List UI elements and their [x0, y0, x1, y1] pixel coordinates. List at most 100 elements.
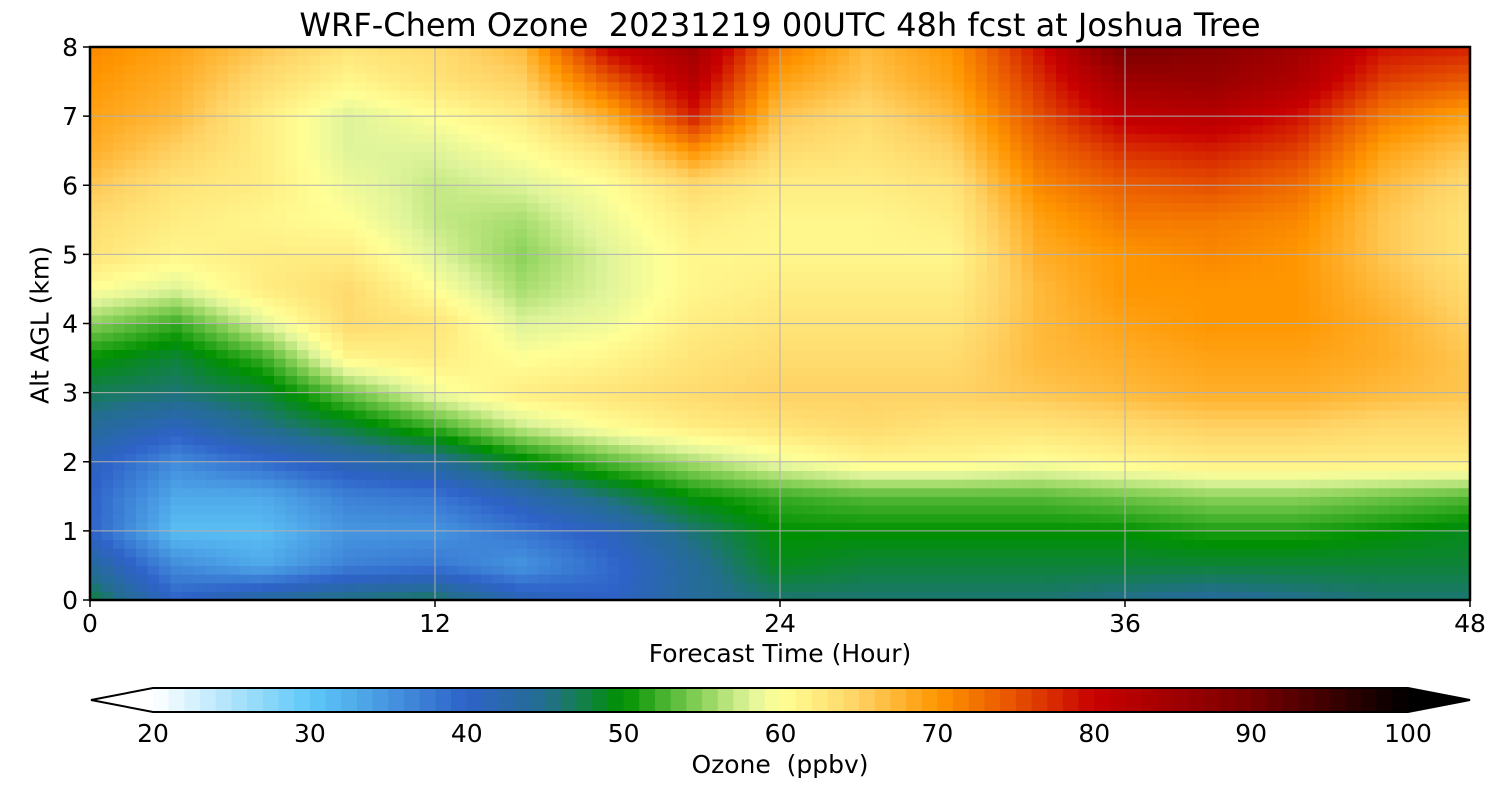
heatmap-cell — [584, 323, 597, 333]
heatmap-cell — [515, 116, 528, 126]
heatmap-cell — [262, 193, 275, 204]
heatmap-cell — [619, 539, 632, 549]
heatmap-cell — [331, 167, 344, 178]
heatmap-cell — [757, 167, 770, 178]
heatmap-cell — [837, 504, 850, 515]
heatmap-cell — [975, 358, 988, 368]
heatmap-cell — [872, 418, 885, 428]
heatmap-cell — [435, 487, 448, 497]
heatmap-cell — [458, 167, 471, 178]
heatmap-cell — [757, 280, 770, 290]
heatmap-cell — [274, 297, 287, 307]
heatmap-cell — [803, 418, 816, 428]
heatmap-cell — [883, 263, 896, 273]
heatmap-cell — [860, 522, 873, 532]
heatmap-cell — [906, 107, 919, 117]
heatmap-cell — [435, 167, 448, 178]
heatmap-cell — [711, 479, 724, 489]
heatmap-cell — [561, 142, 574, 152]
heatmap-cell — [780, 522, 793, 532]
heatmap-cell — [366, 81, 379, 91]
heatmap-cell — [734, 124, 747, 135]
heatmap-cell — [676, 280, 689, 290]
heatmap-cell — [113, 418, 126, 428]
heatmap-cell — [170, 254, 183, 264]
heatmap-cell — [550, 340, 563, 351]
heatmap-cell — [515, 254, 528, 264]
heatmap-cell — [400, 72, 413, 83]
heatmap-cell — [642, 306, 655, 316]
heatmap-cell — [895, 81, 908, 91]
heatmap-cell — [941, 427, 954, 437]
heatmap-cell — [642, 142, 655, 152]
heatmap-cell — [170, 591, 183, 601]
heatmap-cell — [653, 522, 666, 532]
heatmap-cell — [124, 237, 137, 247]
heatmap-cell — [285, 358, 298, 368]
heatmap-cell — [423, 185, 436, 195]
heatmap-cell — [975, 565, 988, 575]
heatmap-cell — [665, 392, 678, 402]
heatmap-cell — [768, 98, 781, 109]
heatmap-cell — [228, 159, 241, 169]
heatmap-cell — [377, 582, 390, 592]
heatmap-cell — [101, 167, 114, 178]
heatmap-cell — [688, 409, 701, 420]
heatmap-cell — [872, 349, 885, 359]
heatmap-cell — [826, 340, 839, 351]
heatmap-cell — [262, 487, 275, 497]
heatmap-cell — [469, 375, 482, 385]
heatmap-cell — [688, 64, 701, 74]
heatmap-cell — [320, 479, 333, 489]
heatmap-cell — [159, 81, 172, 91]
heatmap-cell — [251, 332, 264, 342]
heatmap-cell — [458, 142, 471, 152]
heatmap-cell — [182, 193, 195, 204]
heatmap-cell — [423, 133, 436, 143]
heatmap-cell — [504, 133, 517, 143]
heatmap-cell — [665, 107, 678, 117]
heatmap-cell — [308, 297, 321, 307]
heatmap-cell — [860, 81, 873, 91]
heatmap-cell — [205, 556, 218, 567]
heatmap-cell — [722, 401, 735, 411]
heatmap-cell — [251, 185, 264, 195]
heatmap-cell — [527, 47, 540, 57]
heatmap-cell — [366, 418, 379, 428]
heatmap-cell — [423, 64, 436, 74]
heatmap-cell — [653, 565, 666, 575]
heatmap-cell — [182, 323, 195, 333]
heatmap-cell — [826, 574, 839, 584]
heatmap-cell — [274, 349, 287, 359]
heatmap-cell — [538, 271, 551, 281]
heatmap-cell — [872, 159, 885, 169]
heatmap-cell — [895, 427, 908, 437]
heatmap-cell — [952, 539, 965, 549]
heatmap-cell — [964, 513, 977, 523]
heatmap-cell — [906, 383, 919, 394]
heatmap-cell — [826, 453, 839, 463]
heatmap-cell — [285, 479, 298, 489]
heatmap-cell — [803, 116, 816, 126]
heatmap-cell — [147, 323, 160, 333]
heatmap-cell — [573, 237, 586, 247]
heatmap-cell — [343, 591, 356, 601]
heatmap-cell — [757, 219, 770, 230]
heatmap-cell — [504, 124, 517, 135]
heatmap-cell — [515, 159, 528, 169]
heatmap-cell — [159, 444, 172, 454]
heatmap-cell — [469, 383, 482, 394]
heatmap-cell — [527, 582, 540, 592]
heatmap-cell — [343, 366, 356, 376]
heatmap-cell — [366, 306, 379, 316]
heatmap-cell — [481, 47, 494, 57]
heatmap-cell — [768, 228, 781, 238]
heatmap-cell — [918, 306, 931, 316]
heatmap-cell — [136, 72, 149, 83]
heatmap-cell — [849, 418, 862, 428]
heatmap-cell — [446, 288, 459, 299]
heatmap-cell — [952, 167, 965, 178]
heatmap-cell — [170, 574, 183, 584]
heatmap-cell — [331, 124, 344, 135]
heatmap-cell — [366, 487, 379, 497]
